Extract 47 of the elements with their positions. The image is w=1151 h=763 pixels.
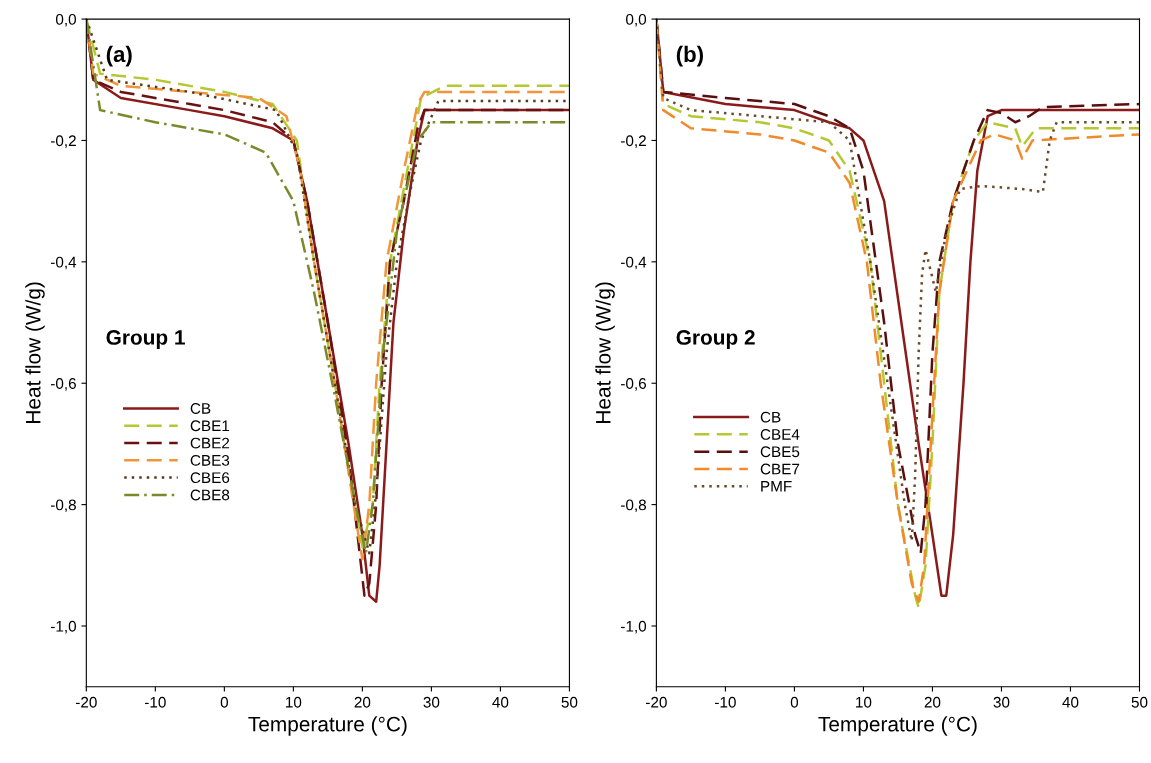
x-tick-label: 40 [492, 696, 509, 708]
y-tick-label: -1,0 [621, 620, 647, 634]
x-axis-title: Temperature (°C) [818, 716, 977, 736]
annotation: Group 1 [106, 330, 185, 349]
legend-label: CBE5 [760, 446, 800, 458]
x-tick-label: -20 [646, 696, 667, 708]
legend-label: CB [190, 403, 211, 414]
x-tick-label: 10 [286, 696, 302, 708]
x-tick-label: 40 [1062, 696, 1079, 708]
x-tick-label: 0 [790, 696, 799, 708]
x-tick-label: -10 [144, 696, 166, 708]
x-axis-title: Temperature (°C) [248, 716, 407, 736]
annotation: Group 2 [676, 330, 755, 349]
x-tick-label: 50 [1131, 696, 1148, 708]
y-tick-label: -0,8 [621, 499, 646, 513]
x-tick-label: -10 [715, 696, 736, 708]
x-tick-label: -20 [75, 696, 97, 708]
y-tick-label: -1,0 [50, 620, 77, 634]
y-tick-label: -0,4 [621, 256, 647, 270]
annotation: (a) [106, 45, 132, 67]
legend-label: CBE3 [190, 454, 230, 466]
x-tick-label: 0 [220, 696, 229, 708]
legend-label: CBE8 [190, 489, 230, 501]
x-tick-label: 20 [924, 696, 941, 708]
y-tick-label: -0,8 [50, 499, 76, 513]
x-tick-label: 20 [354, 696, 371, 708]
legend-label: CBE4 [760, 429, 800, 440]
y-tick-label: -0,2 [621, 135, 646, 148]
y-tick-label: -0,6 [50, 378, 76, 391]
y-tick-label: -0,2 [50, 135, 76, 148]
legend-label: CBE7 [760, 463, 800, 475]
legend-label: PMF [761, 481, 792, 492]
y-axis-title: Heat flow (W/g) [25, 282, 45, 423]
legend-label: CBE2 [190, 437, 230, 449]
legend-label: CB [760, 411, 781, 423]
x-tick-label: 30 [993, 696, 1010, 708]
y-tick-label: -0,6 [621, 378, 646, 391]
y-axis-title: Heat flow (W/g) [595, 282, 615, 423]
y-tick-label: -0,4 [50, 256, 77, 270]
x-tick-label: 10 [856, 696, 872, 708]
y-tick-label: 0,0 [626, 13, 647, 27]
legend-label: CBE1 [190, 420, 230, 432]
x-tick-label: 30 [423, 696, 440, 708]
y-tick-label: 0,0 [55, 13, 77, 27]
annotation: (b) [676, 45, 703, 67]
legend-label: CBE6 [190, 472, 230, 484]
x-tick-label: 50 [561, 696, 578, 708]
